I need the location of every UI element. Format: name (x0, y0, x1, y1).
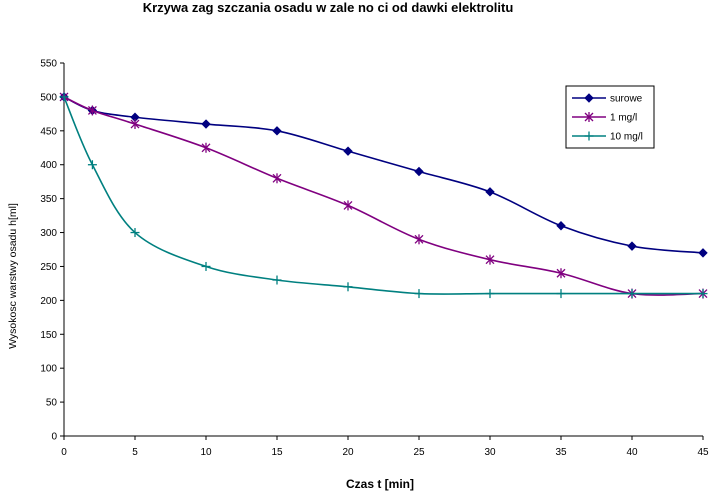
data-point (485, 289, 495, 299)
data-point (698, 289, 708, 299)
data-point (272, 126, 282, 136)
x-tick-label: 5 (132, 447, 138, 458)
x-tick-label: 0 (61, 447, 67, 458)
data-point (201, 261, 211, 271)
y-tick-label: 400 (40, 160, 57, 171)
x-tick-label: 35 (555, 447, 567, 458)
x-axis-label: Czas t [min] (346, 477, 414, 491)
y-tick-label: 200 (40, 296, 57, 307)
legend-item: surowe (572, 93, 643, 105)
data-point (130, 228, 140, 238)
data-point (272, 173, 282, 184)
axes: 0 50 100 150 200 250 300 350 400 450 500 550 0 5 10 15 2… (40, 59, 709, 459)
legend-label: 10 mg/l (610, 132, 643, 143)
data-point (87, 160, 97, 170)
data-point (698, 248, 708, 258)
legend: surowe 1 mg/l 10 mg/l (565, 85, 655, 149)
data-point (201, 142, 211, 153)
x-tick-label: 30 (484, 447, 496, 458)
data-point (485, 254, 495, 265)
data-point (414, 289, 424, 299)
x-tick-label: 15 (271, 447, 283, 458)
series-layer (59, 91, 708, 299)
legend-marker (584, 131, 594, 141)
y-tick-label: 0 (51, 432, 57, 443)
x-tick-label: 40 (626, 447, 638, 458)
data-point (556, 268, 566, 279)
x-tick-label: 20 (342, 447, 354, 458)
legend-label: 1 mg/l (610, 113, 637, 124)
y-tick-label: 100 (40, 364, 57, 375)
y-tick-label: 150 (40, 330, 57, 341)
data-point (343, 282, 353, 292)
y-tick-label: 350 (40, 194, 57, 205)
y-tick-label: 450 (40, 126, 57, 137)
y-tick-label: 550 (40, 59, 57, 70)
legend-item: 1 mg/l (572, 112, 637, 124)
y-tick-label: 50 (46, 398, 58, 409)
data-point (485, 187, 495, 197)
data-point (627, 241, 637, 251)
data-point (87, 105, 97, 116)
data-point (201, 119, 211, 129)
x-tick-label: 45 (697, 447, 709, 458)
chart-title: Krzywa zag szczania osadu w zale no ci o… (143, 0, 514, 15)
data-point (343, 200, 353, 211)
data-point (343, 146, 353, 156)
y-tick-label: 250 (40, 262, 57, 273)
series-2 (59, 92, 708, 299)
legend-item: 10 mg/l (572, 131, 643, 143)
data-point (272, 275, 282, 285)
data-point (414, 166, 424, 177)
x-tick-label: 25 (413, 447, 425, 458)
data-point (556, 289, 566, 299)
x-tick-label: 10 (200, 447, 212, 458)
series-0 (59, 92, 708, 258)
legend-label: surowe (610, 94, 643, 105)
data-point (556, 221, 566, 231)
data-point (627, 289, 637, 299)
data-point (59, 92, 69, 102)
y-tick-label: 300 (40, 228, 57, 239)
data-point (414, 234, 424, 245)
y-axis-label: Wysokosc warstwy osadu h[ml] (7, 203, 19, 349)
legend-marker (584, 112, 594, 122)
data-point (130, 119, 140, 130)
y-tick-label: 500 (40, 92, 57, 103)
legend-marker (584, 93, 594, 103)
